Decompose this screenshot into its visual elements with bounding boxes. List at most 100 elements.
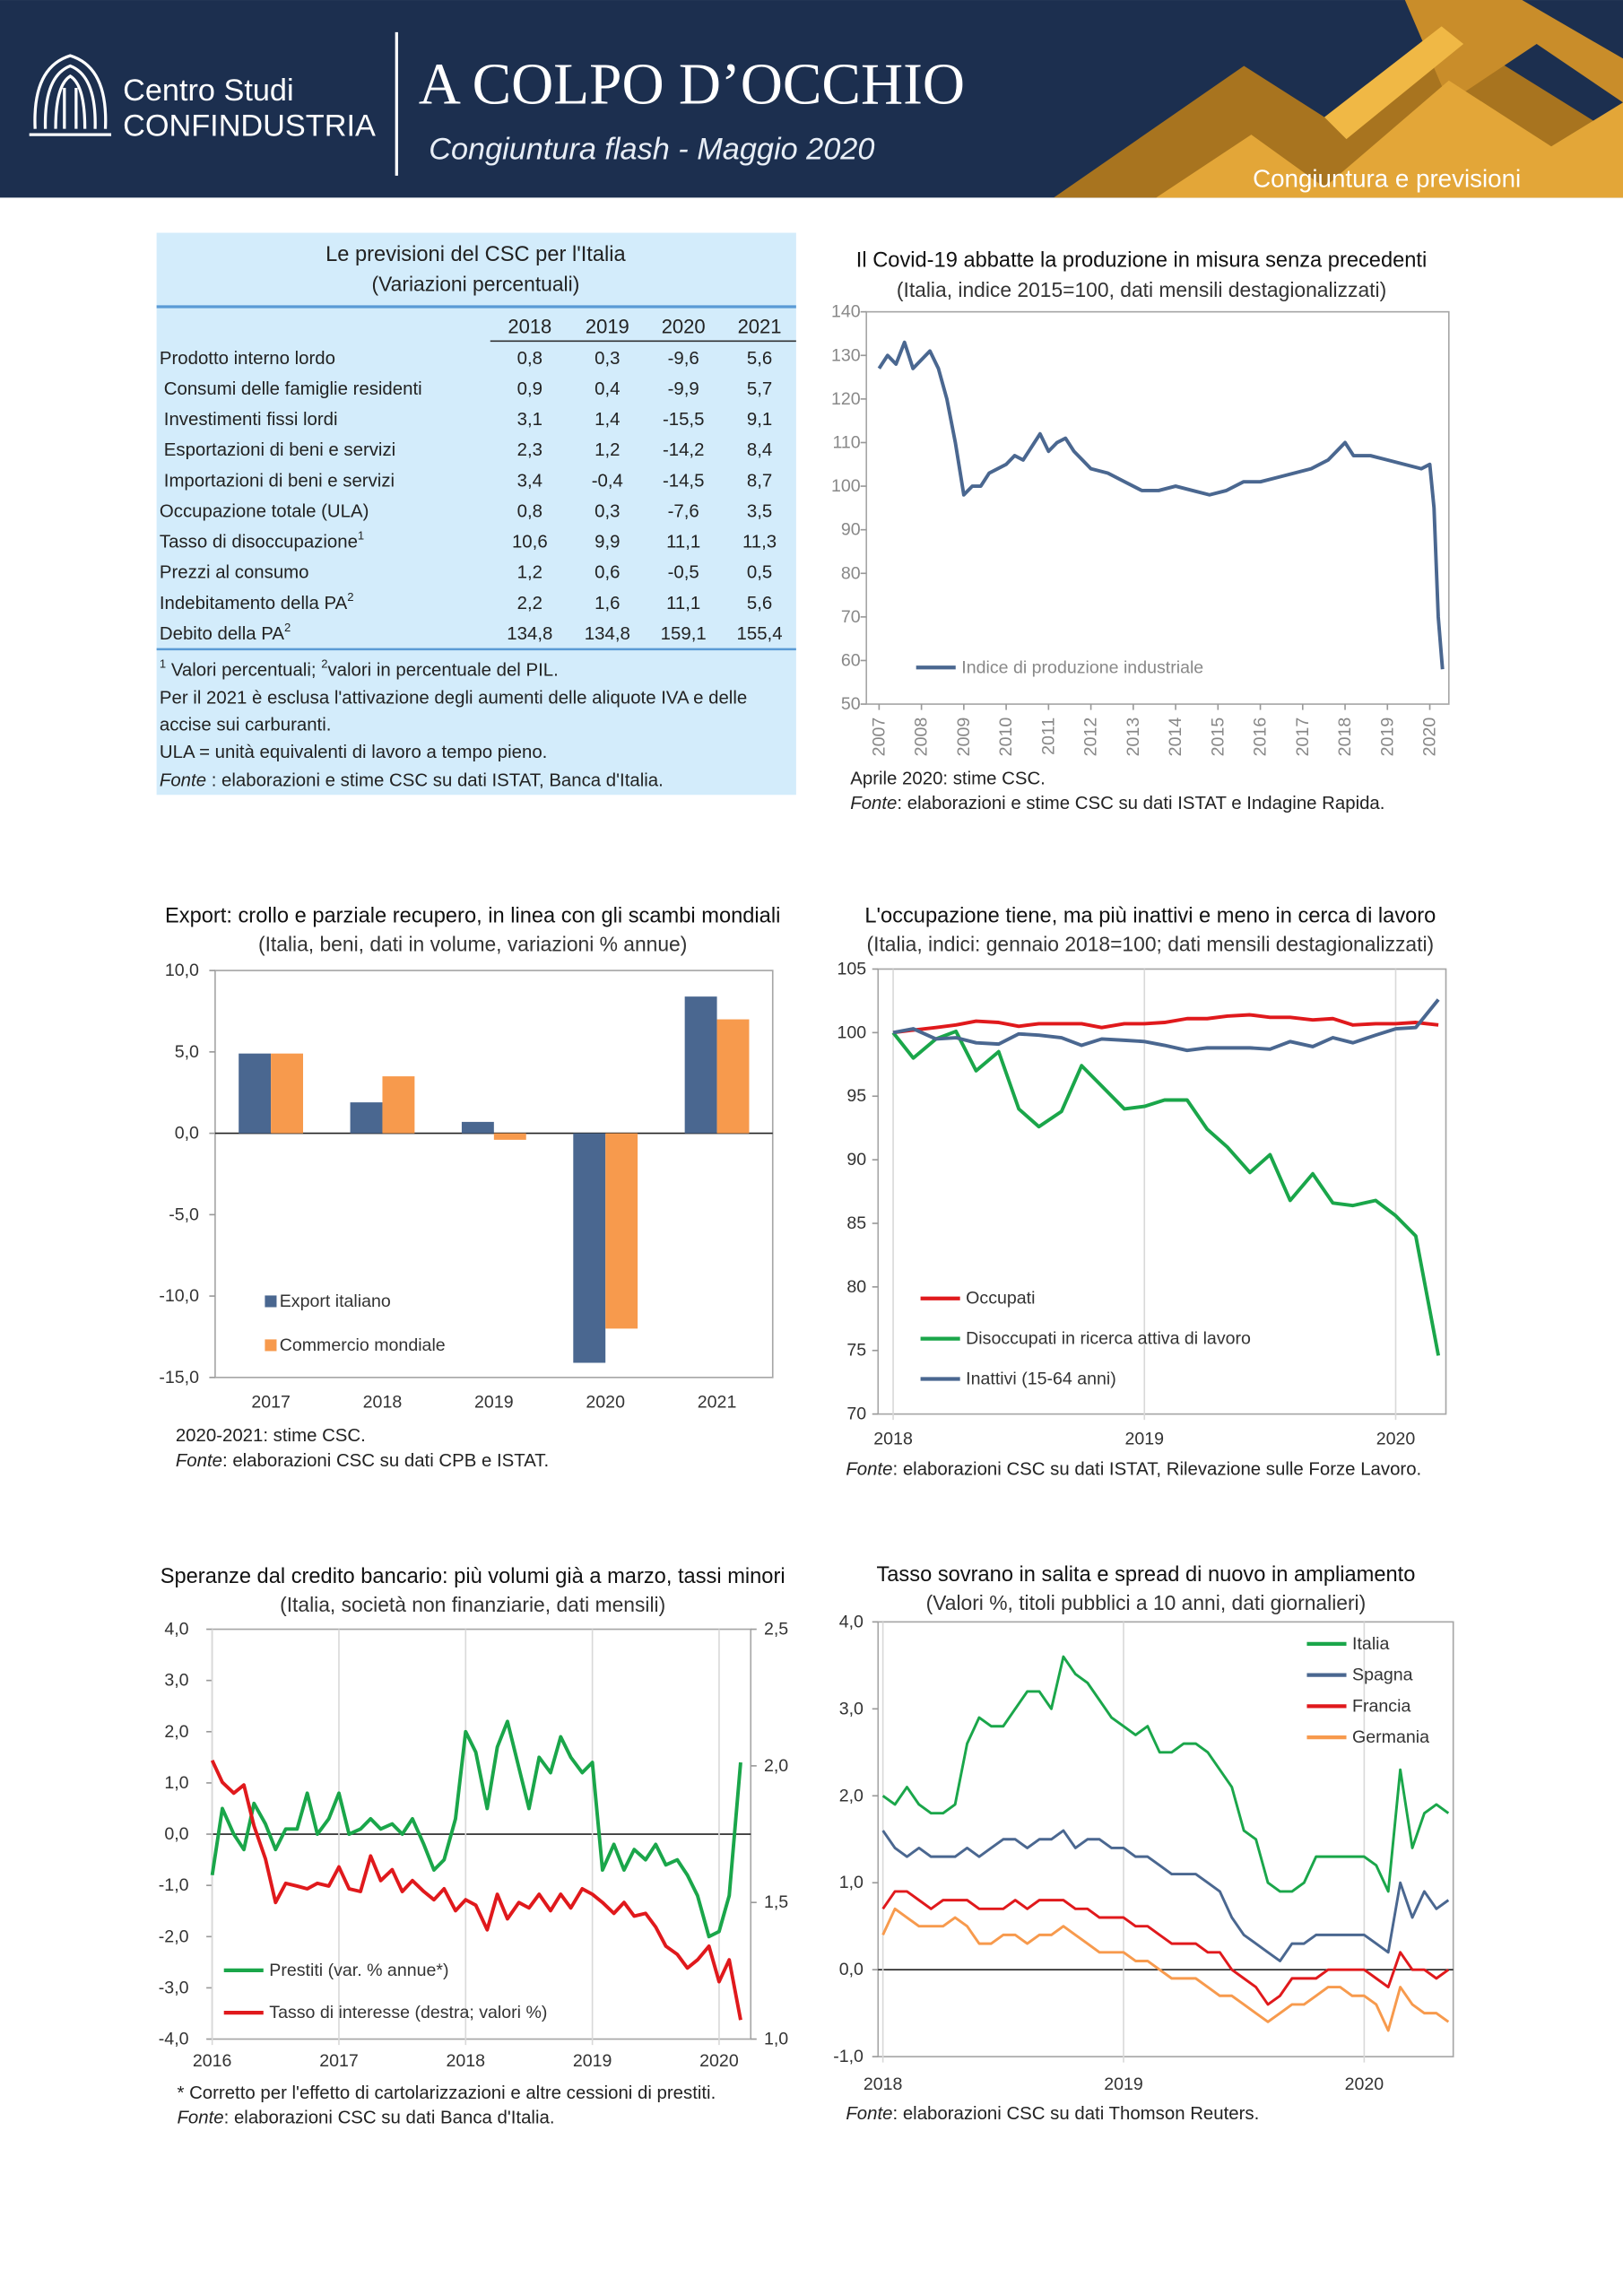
cell: 1,6 <box>595 594 620 613</box>
row-label-sup: 2 <box>284 621 291 634</box>
row-label-text: Esportazioni di beni e servizi <box>164 440 395 460</box>
plot-frame <box>214 970 774 1378</box>
y-tick-label: 4,0 <box>839 1612 864 1631</box>
legend-label: Spagna <box>1352 1665 1413 1685</box>
cell: 3,1 <box>517 410 542 430</box>
y-tick-label: 0,0 <box>839 1960 864 1979</box>
source-label: Fonte <box>846 1460 892 1480</box>
table-note: accise sui carburanti. <box>160 716 332 735</box>
logo-arc <box>63 87 78 129</box>
y-tick-label: 60 <box>841 650 861 670</box>
x-tick-label: 2009 <box>954 718 974 757</box>
source-note: Fonte: elaborazioni e stime CSC su dati … <box>850 794 1384 813</box>
x-tick-label: 2020 <box>1345 2074 1384 2094</box>
data-line <box>210 1759 742 2021</box>
cell: -9,6 <box>668 349 699 369</box>
x-tick-label: 2012 <box>1081 718 1101 757</box>
footnote-part: Valori percentuali; <box>166 661 321 681</box>
chart-subtitle: (Italia, indici: gennaio 2018=100; dati … <box>867 933 1435 956</box>
y-tick-label: 5,0 <box>175 1042 199 1062</box>
chart-note: * Corretto per l'effetto di cartolarizza… <box>177 2083 716 2103</box>
y2-tick-label: 2,5 <box>764 1620 788 1639</box>
cell: -15,5 <box>663 410 704 430</box>
column-header: 2020 <box>662 315 706 337</box>
source-note: Fonte: elaborazioni CSC su dati Thomson … <box>846 2104 1259 2124</box>
y-tick-label: 0,0 <box>164 1824 188 1844</box>
x-tick-label: 2019 <box>573 2051 612 2071</box>
source-text: : elaborazioni CSC su dati Banca d'Itali… <box>224 2109 555 2128</box>
row-label-sup: 2 <box>347 590 353 604</box>
cell: 5,7 <box>747 379 772 399</box>
page-title: A COLPO D’OCCHIO <box>419 53 965 117</box>
y-tick-label: 70 <box>846 1405 866 1424</box>
source-text: : elaborazioni e stime CSC su dati ISTAT… <box>897 794 1384 813</box>
x-tick-label: 2016 <box>1251 718 1271 757</box>
chart-title: Export: crollo e parziale recupero, in l… <box>165 905 780 928</box>
source-label: Fonte <box>160 771 206 791</box>
legend-label: Commercio mondiale <box>280 1335 446 1355</box>
brand-line: Centro Studi <box>123 74 293 108</box>
cell: 0,3 <box>595 501 620 521</box>
y-tick-label: 90 <box>841 520 861 540</box>
cell: 8,7 <box>747 471 772 491</box>
y-tick-label: 80 <box>841 563 861 583</box>
cell: -14,5 <box>663 471 704 491</box>
y2-tick-label: 1,0 <box>764 2030 788 2049</box>
data-line <box>210 1719 742 1939</box>
x-tick-label: 2018 <box>447 2051 486 2071</box>
cell: 11,1 <box>666 533 700 552</box>
table-note: Per il 2021 è esclusa l'attivazione degl… <box>160 689 747 709</box>
table-note: ULA = unità equivalenti di lavoro a temp… <box>160 743 547 762</box>
x-tick-label: 2011 <box>1038 718 1058 755</box>
legend-label: Italia <box>1352 1634 1389 1654</box>
logo-arc <box>33 54 108 129</box>
source-note: Fonte: elaborazioni CSC su dati ISTAT, R… <box>846 1460 1421 1480</box>
chart-title: Il Covid-19 abbatte la produzione in mis… <box>856 249 1427 273</box>
row-label-text: Tasso di disoccupazione <box>160 533 358 552</box>
row-label: Tasso di disoccupazione1 <box>160 529 364 552</box>
x-tick-label: 2020 <box>1420 718 1440 757</box>
bar <box>605 1133 638 1329</box>
table-background <box>156 232 796 796</box>
x-tick-label: 2021 <box>698 1393 737 1413</box>
source-note: Fonte : elaborazioni e stime CSC su dati… <box>160 771 664 791</box>
x-tick-label: 2018 <box>1335 718 1355 757</box>
source-label: Fonte <box>850 794 897 813</box>
x-tick-label: 2019 <box>1104 2074 1143 2094</box>
chart-subtitle: (Italia, indice 2015=100, dati mensili d… <box>897 278 1386 301</box>
legend-label: Disoccupati in ricerca attiva di lavoro <box>966 1329 1251 1349</box>
x-tick-label: 2018 <box>873 1429 913 1448</box>
logo-arc <box>43 64 97 129</box>
column-header: 2021 <box>738 315 782 337</box>
x-tick-label: 2018 <box>864 2074 903 2094</box>
row-label-text: Indebitamento della PA <box>160 594 348 613</box>
row-label: Investimenti fissi lordi <box>164 410 338 430</box>
x-tick-label: 2017 <box>1293 718 1313 757</box>
cell: 0,8 <box>517 501 542 521</box>
y-tick-label: -1,0 <box>833 2047 864 2066</box>
y-tick-label: 90 <box>846 1150 866 1170</box>
column-header: 2019 <box>586 315 629 337</box>
cell: 155,4 <box>737 624 783 644</box>
y-tick-label: -2,0 <box>159 1926 189 1946</box>
cell: 2,3 <box>517 440 542 460</box>
cell: 11,1 <box>666 594 700 613</box>
logo <box>29 54 112 136</box>
y-tick-label: -3,0 <box>159 1978 189 1997</box>
bar <box>239 1053 272 1134</box>
chart-title: L'occupazione tiene, ma più inattivi e m… <box>864 905 1436 928</box>
row-label: Prezzi al consumo <box>160 563 309 583</box>
legend-label: Germania <box>1352 1727 1429 1747</box>
plot-frame <box>877 968 1447 1415</box>
bar <box>461 1121 494 1134</box>
y2-tick-label: 2,0 <box>764 1756 788 1776</box>
x-tick-label: 2017 <box>319 2051 359 2071</box>
bar <box>493 1133 526 1140</box>
row-label-text: Prodotto interno lordo <box>160 349 335 369</box>
source-text: : elaborazioni CSC su dati Thomson Reute… <box>893 2104 1260 2124</box>
footnote-part: 2 <box>321 657 327 671</box>
cell: 9,9 <box>595 533 620 552</box>
y-tick-label: 1,0 <box>839 1873 864 1892</box>
cell: 0,3 <box>595 349 620 369</box>
